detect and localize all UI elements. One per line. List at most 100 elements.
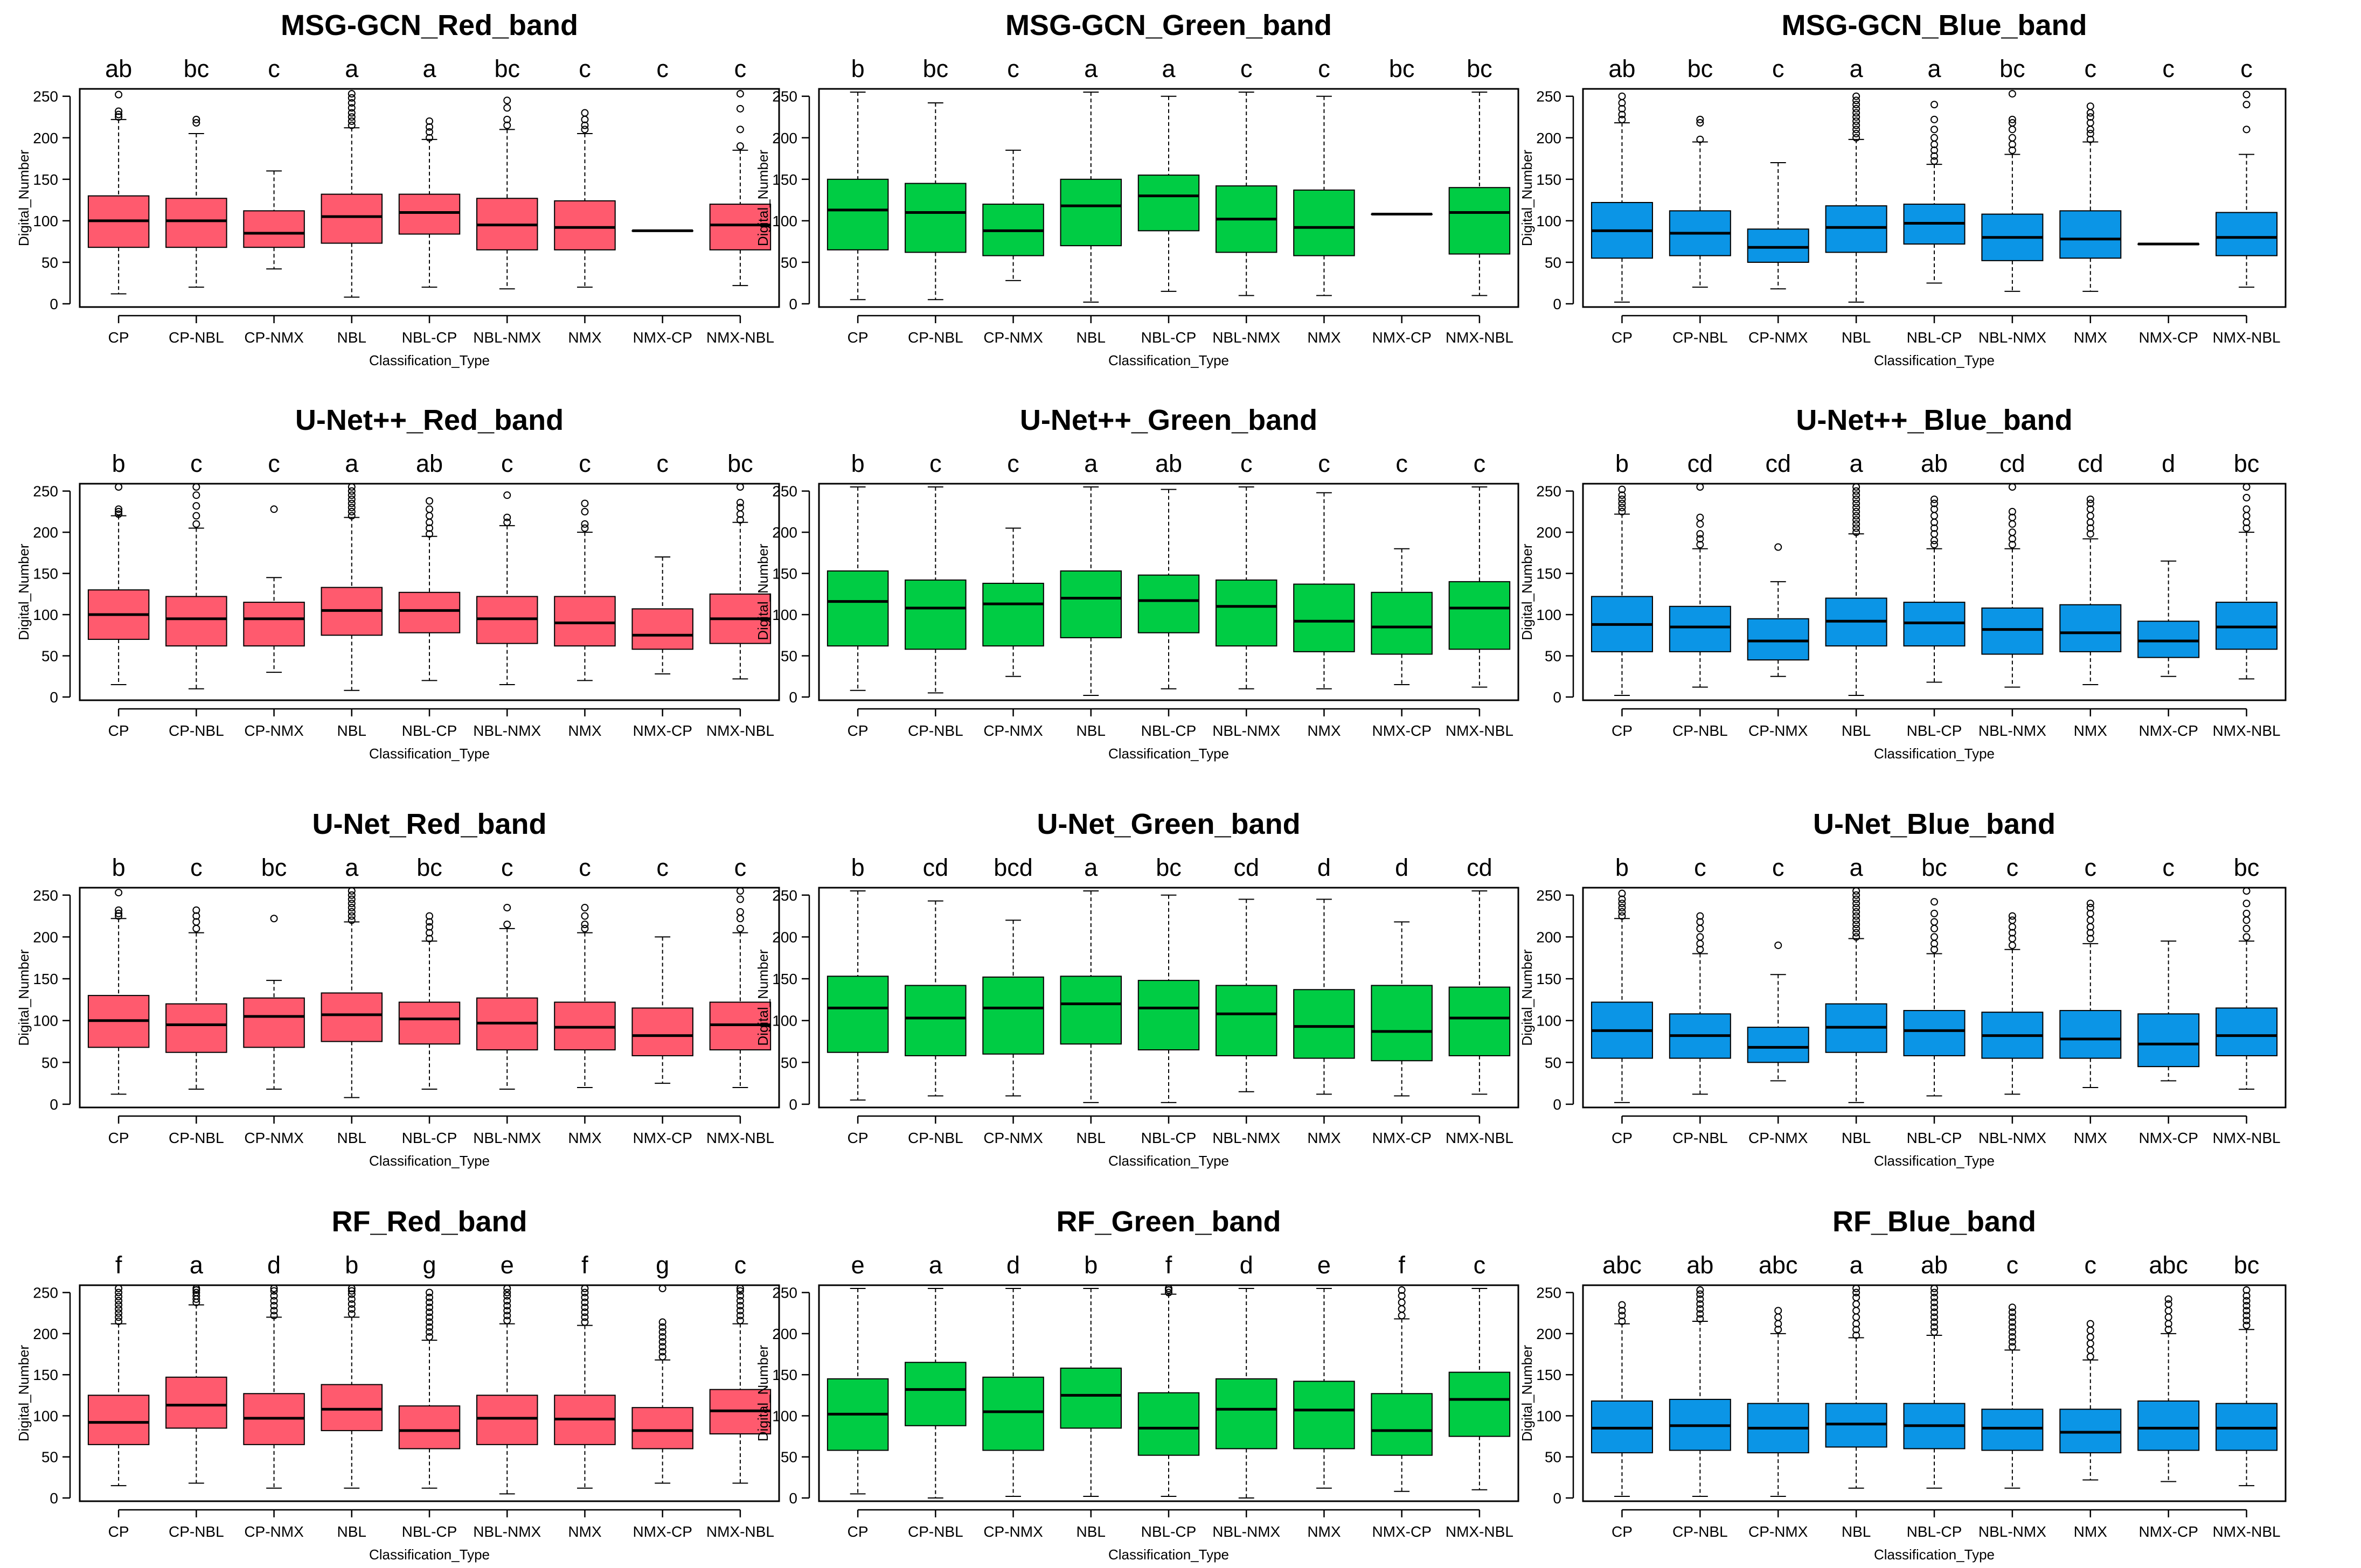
box-NBL-CP bbox=[1903, 898, 1966, 1097]
outlier-point bbox=[348, 891, 356, 899]
box-iqr bbox=[321, 1384, 383, 1431]
box-iqr bbox=[243, 210, 305, 248]
x-tick-label: CP bbox=[848, 1523, 869, 1540]
outlier-point bbox=[1852, 912, 1860, 920]
outlier-point bbox=[581, 1304, 589, 1312]
outlier-point bbox=[1852, 92, 1860, 100]
outlier-point bbox=[1696, 1310, 1704, 1318]
outlier-point bbox=[1852, 126, 1860, 134]
outlier-point bbox=[115, 909, 123, 917]
box-NBL bbox=[1825, 92, 1887, 303]
box-NBL bbox=[321, 483, 383, 691]
outlier-point bbox=[115, 505, 123, 513]
outlier-point bbox=[1852, 499, 1860, 507]
y-tick-label: 100 bbox=[33, 1013, 58, 1029]
x-tick-label: CP bbox=[1612, 1130, 1633, 1146]
x-tick-label: NMX bbox=[568, 1130, 602, 1146]
outlier-point bbox=[426, 512, 433, 520]
outlier-point bbox=[426, 128, 433, 136]
outlier-point bbox=[1696, 115, 1704, 123]
box-NMX-NBL bbox=[1448, 1288, 1511, 1490]
x-axis-label: Classification_Type bbox=[1874, 745, 1995, 762]
outlier-point bbox=[426, 923, 433, 931]
x-tick-label: NBL-NMX bbox=[473, 722, 541, 739]
outlier-point bbox=[1696, 530, 1704, 538]
outlier-point bbox=[192, 1285, 200, 1292]
outlier-point bbox=[1774, 543, 1782, 551]
y-tick-label: 200 bbox=[1536, 1326, 1561, 1342]
x-tick-label: CP-NBL bbox=[169, 329, 224, 346]
panel-title: U-Net_Red_band bbox=[312, 808, 546, 840]
box-iqr bbox=[398, 591, 461, 633]
group-letter: abc bbox=[1759, 1251, 1798, 1279]
group-letter: bc bbox=[2234, 450, 2260, 477]
box-CP-NBL bbox=[165, 115, 227, 288]
group-letter: c bbox=[1007, 450, 1019, 477]
outlier-point bbox=[2008, 126, 2016, 134]
outlier-point bbox=[2008, 528, 2016, 536]
outlier-point bbox=[503, 1302, 511, 1310]
outlier-point bbox=[1618, 1301, 1626, 1309]
y-tick-label: 100 bbox=[772, 213, 797, 229]
outlier-point bbox=[503, 1316, 511, 1325]
y-tick-label: 150 bbox=[33, 1367, 58, 1383]
panel-title: RF_Blue_band bbox=[1832, 1205, 2036, 1238]
outlier-point bbox=[1931, 101, 1938, 109]
outlier-point bbox=[2008, 1318, 2016, 1326]
box-NBL-CP bbox=[1903, 101, 1966, 284]
box-iqr bbox=[554, 200, 616, 250]
box-iqr bbox=[827, 975, 889, 1053]
outlier-point bbox=[1852, 1313, 1860, 1321]
group-letter: c bbox=[1240, 450, 1253, 477]
x-tick-label: NBL bbox=[1077, 722, 1106, 739]
outlier-point bbox=[2086, 530, 2094, 538]
x-tick-label: NMX-CP bbox=[2138, 1523, 2198, 1540]
outlier-point bbox=[1852, 933, 1860, 941]
y-axis-label: Digital_Number bbox=[1519, 949, 1535, 1046]
y-tick-label: 50 bbox=[41, 1449, 58, 1466]
y-tick-label: 150 bbox=[772, 1367, 797, 1383]
group-letter: c bbox=[268, 450, 280, 477]
box-iqr bbox=[1448, 581, 1511, 650]
outlier-point bbox=[503, 921, 511, 929]
outlier-point bbox=[2008, 1333, 2016, 1341]
outlier-point bbox=[1696, 1286, 1704, 1294]
x-tick-label: NBL-CP bbox=[1141, 329, 1197, 346]
group-letter: f bbox=[1165, 1251, 1172, 1279]
x-tick-label: CP-NBL bbox=[908, 1523, 963, 1540]
y-tick-label: 50 bbox=[1545, 1449, 1561, 1466]
outlier-point bbox=[348, 908, 356, 916]
y-axis-label: Digital_Number bbox=[755, 1345, 771, 1442]
outlier-point bbox=[1931, 1318, 1938, 1326]
group-letter: c bbox=[1007, 55, 1019, 82]
x-tick-label: NBL-NMX bbox=[473, 329, 541, 346]
box-NMX-NBL bbox=[709, 1285, 772, 1484]
outlier-point bbox=[2086, 126, 2094, 134]
box-NMX-CP bbox=[1371, 921, 1433, 1097]
outlier-point bbox=[115, 1301, 123, 1309]
x-tick-label: NBL-CP bbox=[1141, 1523, 1197, 1540]
outlier-point bbox=[2086, 102, 2094, 110]
group-letter: c bbox=[579, 854, 591, 881]
outlier-point bbox=[348, 504, 356, 512]
outlier-point bbox=[348, 109, 356, 117]
panel-RF_Blue_band: RF_Blue_band 0 50 100 150 200 250 Digital_Numbe… bbox=[1519, 1205, 2287, 1563]
box-iqr bbox=[982, 582, 1044, 647]
box-iqr bbox=[1293, 989, 1355, 1059]
box-NBL-NMX bbox=[476, 96, 538, 290]
outlier-point bbox=[1852, 1331, 1860, 1339]
outlier-point bbox=[1696, 945, 1704, 953]
outlier-point bbox=[1696, 135, 1704, 143]
box-NBL bbox=[1060, 890, 1122, 1103]
outlier-point bbox=[658, 1338, 666, 1346]
box-CP bbox=[827, 92, 889, 301]
outlier-point bbox=[2242, 1312, 2251, 1320]
group-letter: b bbox=[851, 55, 865, 82]
box-NBL-CP bbox=[1903, 1285, 1966, 1489]
box-iqr bbox=[398, 1405, 461, 1449]
panel-U-Net++_Green_band: U-Net++_Green_band 0 50 100 150 200 250 Digital… bbox=[755, 404, 1519, 762]
box-iqr bbox=[398, 1001, 461, 1045]
outlier-point bbox=[192, 483, 200, 491]
y-tick-label: 100 bbox=[772, 1407, 797, 1424]
outlier-point bbox=[2242, 909, 2251, 917]
